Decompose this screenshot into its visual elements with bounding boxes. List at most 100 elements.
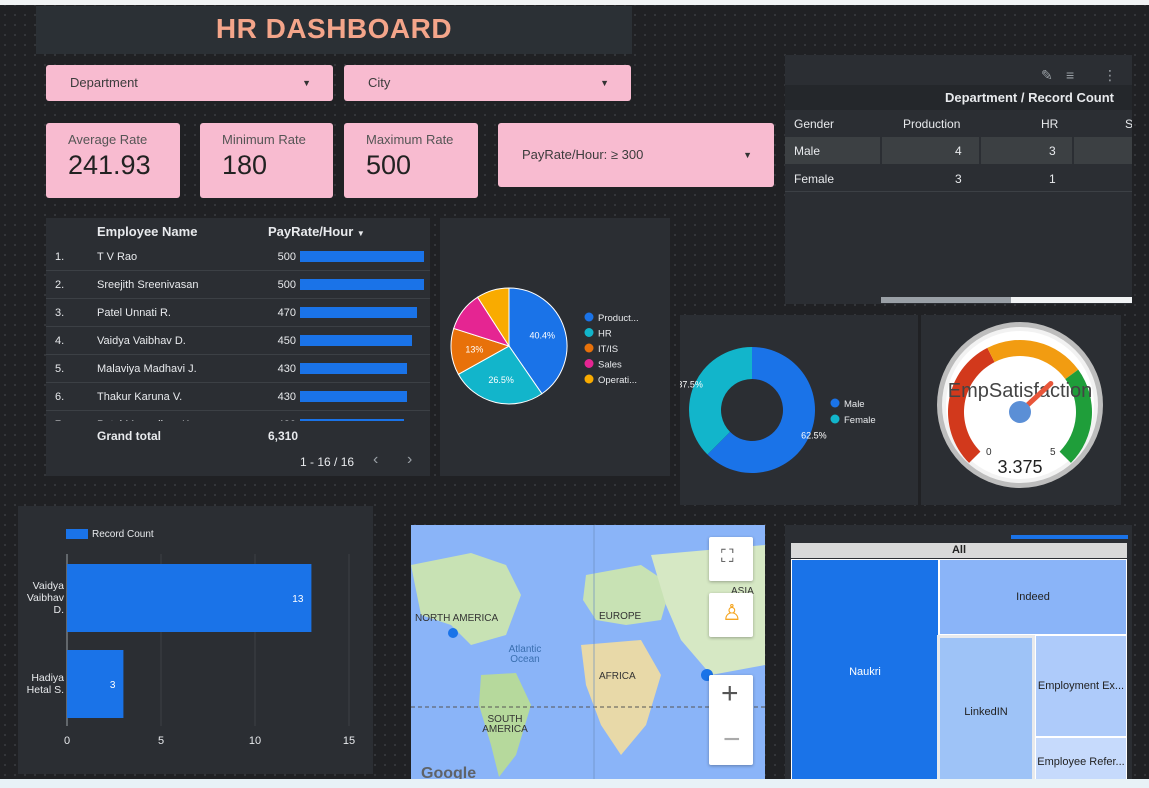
legend-label: Male [844, 399, 865, 410]
world-map[interactable]: NORTH AMERICA EUROPE ASIA Atlantic Ocean… [411, 525, 765, 779]
gender-female: Female [794, 172, 835, 186]
label-north-america: NORTH AMERICA [415, 613, 499, 624]
average-rate-label: Average Rate [68, 132, 148, 147]
slice-label: 26.5% [488, 375, 514, 385]
legend-dot [584, 328, 594, 337]
north-america-land [411, 553, 521, 645]
payrate-value: 500 [277, 251, 296, 263]
filter-icon[interactable]: ≡ [1066, 67, 1075, 83]
zoom-out-icon[interactable]: − [723, 723, 741, 756]
column-header-payrate[interactable]: PayRate/Hour ▼ [268, 224, 365, 239]
treemap-linkedin[interactable]: LinkedIN [937, 635, 1035, 779]
pagination-label: 1 - 16 / 16 [300, 455, 355, 469]
caret-down-icon: ▼ [600, 78, 609, 88]
female-production: 3 [955, 172, 962, 186]
bar-value-label: 13 [292, 594, 304, 605]
legend-label: Operati... [598, 375, 637, 386]
payrate-value: 430 [277, 391, 296, 403]
table-row[interactable]: 4. Vaidya Vaibhav D. 450 [46, 327, 430, 355]
treemap-employee-referral[interactable]: Employee Refer... [1035, 737, 1127, 779]
employee-name: Thakur Karuna V. [97, 391, 183, 403]
table-row[interactable]: 3. Patel Unnati R. 470 [46, 299, 430, 327]
payrate-filter[interactable]: PayRate/Hour: ≥ 300 ▼ [498, 123, 774, 187]
gender-column-header: Gender [794, 117, 835, 131]
minimum-rate-label: Minimum Rate [222, 132, 306, 147]
treemap-naukri[interactable]: Naukri [791, 559, 939, 779]
gender-donut-chart: 62.5% 37.5% Male Female [677, 347, 876, 473]
legend-label: Female [844, 415, 876, 426]
pie-slice[interactable] [476, 287, 510, 348]
bar[interactable] [67, 564, 312, 632]
pie-slice[interactable] [707, 347, 815, 473]
legend-swatch [66, 529, 88, 539]
city-filter[interactable]: City ▼ [344, 65, 631, 101]
x-tick-label: 10 [249, 735, 261, 747]
south-america-land [479, 673, 531, 777]
gauge-band [1059, 369, 1092, 463]
treemap-root[interactable]: All [791, 543, 1127, 558]
pie-slice[interactable] [457, 345, 543, 405]
table-row[interactable]: 5. Malaviya Madhavi J. 430 [46, 355, 430, 383]
zoom-in-icon[interactable]: + [721, 677, 739, 710]
legend-dot [830, 414, 840, 424]
dashboard-title: HR DASHBOARD [215, 13, 453, 44]
gauge-value: 3.375 [997, 457, 1042, 477]
table-row[interactable]: 6. Thakur Karuna V. 430 [46, 383, 430, 411]
gauge-bands [948, 340, 1092, 463]
department-pie-chart: 40.4% 26.5% 13% Product... HR IT/IS Sales Opera… [450, 287, 639, 405]
fullscreen-button[interactable]: ⛶ [709, 537, 753, 581]
street-view-button[interactable]: ♙ [709, 593, 753, 637]
slice-label: 13% [465, 344, 483, 354]
slice-label: 62.5% [801, 431, 827, 441]
employee-name: Vaidya Vaibhav D. [97, 335, 186, 347]
dashboard-title-bar: HR DASHBOARD [36, 6, 632, 54]
male-hr: 3 [1049, 144, 1056, 158]
table-row[interactable]: 1. T V Rao 500 [46, 243, 430, 271]
employee-name: Patel Unnati R. [97, 307, 171, 319]
row-number: 3. [55, 307, 65, 319]
top-strip [0, 0, 1149, 5]
category-label: Hadiya Hetal S. [27, 672, 65, 696]
caret-down-icon: ▼ [302, 78, 311, 88]
treemap-indeed[interactable]: Indeed [939, 559, 1127, 635]
treemap-employment-exchange[interactable]: Employment Ex... [1035, 635, 1127, 737]
table-row[interactable]: 7. Patel Manavibon K. 420 [46, 411, 430, 421]
treemap-scale [1011, 535, 1128, 539]
bar[interactable] [67, 650, 124, 718]
slice-label: 40.4% [529, 331, 555, 341]
pegman-icon: ♙ [722, 600, 742, 625]
payrate-bar [300, 391, 407, 402]
slice-label: 37.5% [680, 379, 703, 389]
average-rate-card: Average Rate 241.93 [46, 123, 180, 198]
legend-label: Product... [598, 313, 639, 324]
horizontal-scrollbar[interactable] [881, 297, 1132, 303]
label-africa: AFRICA [599, 671, 636, 682]
gauge-min-label: 0 [986, 447, 992, 458]
gauge-band [948, 347, 995, 463]
payrate-bar [300, 279, 424, 290]
next-page-icon[interactable]: › [407, 451, 413, 468]
payrate-value: 430 [277, 363, 296, 375]
legend-label: IT/IS [598, 344, 618, 355]
table-row[interactable]: 2. Sreejith Sreenivasan 500 [46, 271, 430, 299]
satisfaction-gauge-panel: EmpSatisfaction 0 5 3.375 [921, 315, 1121, 505]
maximum-rate-value: 500 [366, 150, 412, 180]
gauge-band [987, 340, 1079, 380]
row-number: 4. [55, 335, 65, 347]
column-header-name[interactable]: Employee Name [97, 224, 198, 239]
bottom-strip [0, 779, 1149, 788]
edit-icon[interactable]: ✎ [1041, 67, 1053, 83]
legend-dot [584, 359, 594, 368]
prev-page-icon[interactable]: ‹ [373, 451, 379, 468]
pie-slice[interactable] [689, 347, 752, 455]
employee-name: Malaviya Madhavi J. [97, 363, 197, 375]
x-tick-label: 15 [343, 735, 355, 747]
map-marker[interactable] [448, 628, 458, 638]
legend-label: HR [598, 329, 612, 340]
payrate-value: 450 [277, 335, 296, 347]
pie-slice[interactable] [508, 287, 568, 395]
scrollbar-thumb[interactable] [881, 297, 1011, 303]
more-icon[interactable]: ⋮ [1103, 67, 1117, 83]
department-filter[interactable]: Department ▼ [46, 65, 333, 101]
employee-name: Patel Manavibon K. [97, 419, 192, 421]
